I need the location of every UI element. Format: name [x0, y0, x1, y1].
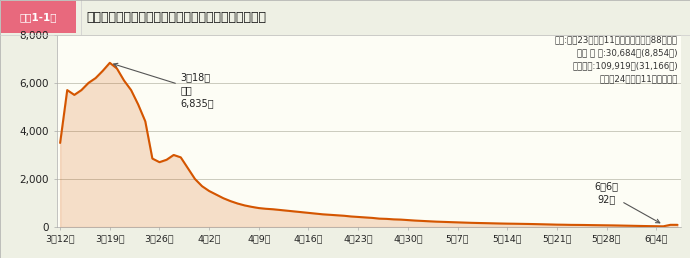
Text: 3月18日
最大
6,835人: 3月18日 最大 6,835人 [114, 63, 215, 108]
Text: 特集1-1図: 特集1-1図 [20, 12, 57, 22]
Text: 6月6日
92人: 6月6日 92人 [595, 182, 660, 223]
Text: 東日本大震災における緊急消防援助隊出動人員の推移: 東日本大震災における緊急消防援助隊出動人員の推移 [86, 11, 266, 24]
Text: 期間:平成23年３月11日～６月６日（88日間）
　総 人 員:30,684人(8,854隊)
延べ人員:109,919人(31,166隊)
（平成24年３月1: 期間:平成23年３月11日～６月６日（88日間） 総 人 員:30,684人(8… [555, 36, 678, 83]
FancyBboxPatch shape [1, 1, 76, 34]
